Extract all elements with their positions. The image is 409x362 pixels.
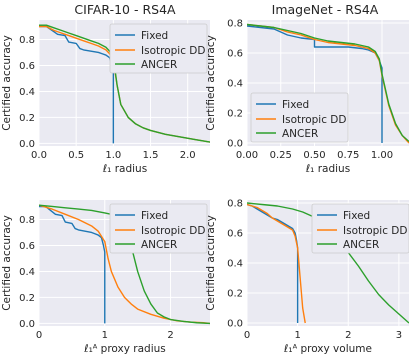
y-tick-label: 0.2 — [19, 293, 35, 304]
panel-imagenet-proxy-volume: 0 1 2 3 0.0 0.2 0.4 0.6 0.8 ℓ₁ᴬ proxy volume Cer… — [205, 199, 409, 355]
panel-cifar10-radius-legend-label-isotropic-dd: Isotropic DD — [141, 45, 205, 57]
x-tick-label: 0.50 — [303, 150, 325, 161]
panel-cifar10-radius-legend: Fixed Isotropic DD ANCER — [109, 23, 208, 74]
panel-imagenet-radius-x-label: ℓ₁ radius — [305, 163, 350, 175]
x-tick-label: 1 — [102, 330, 108, 341]
panel-imagenet-proxy-volume-y-label: Certified accuracy — [205, 215, 217, 311]
panel-cifar10-radius-ticks: 0.0 0.5 1.0 1.5 2.0 0.0 0.2 0.4 0.6 0.8 — [19, 35, 196, 161]
panel-imagenet-radius-legend-label-ancer: ANCER — [282, 128, 318, 140]
panel-cifar10-radius-legend-label-ancer: ANCER — [141, 59, 177, 71]
panel-imagenet-proxy-volume-legend-label-isotropic-dd: Isotropic DD — [343, 225, 407, 237]
x-tick-label: 0 — [244, 330, 250, 341]
panel-cifar10-proxy-radius-ticks: 0 1 2 0.0 0.2 0.4 0.6 0.8 — [19, 215, 174, 341]
y-tick-label: 0.4 — [227, 79, 243, 90]
y-tick-label: 0.4 — [19, 87, 35, 98]
panel-imagenet-proxy-volume-x-label: ℓ₁ᴬ proxy volume — [283, 343, 372, 355]
panel-imagenet-proxy-volume-legend-label-ancer: ANCER — [343, 239, 379, 251]
x-tick-label: 1.00 — [371, 150, 393, 161]
x-tick-label: 1.5 — [143, 150, 159, 161]
x-tick-label: 0.5 — [68, 150, 84, 161]
panel-imagenet-proxy-volume-legend: Fixed Isotropic DD ANCER — [311, 203, 409, 254]
panel-imagenet-radius-title: ImageNet - RS4A — [272, 2, 379, 17]
x-tick-label: 0.25 — [270, 150, 292, 161]
y-tick-label: 0.8 — [19, 215, 35, 226]
panel-imagenet-radius-marks — [247, 23, 409, 144]
y-tick-label: 0.0 — [19, 139, 35, 150]
y-tick-label: 0.0 — [19, 319, 35, 330]
panel-cifar10-radius-legend-label-fixed: Fixed — [141, 30, 168, 42]
panel-imagenet-radius-ticks: 0.00 0.25 0.50 0.75 1.00 0.0 0.2 0.4 0.6 0.8 — [227, 19, 393, 162]
y-tick-label: 0.0 — [227, 139, 243, 150]
y-tick-label: 0.2 — [227, 289, 243, 300]
y-tick-label: 0.2 — [19, 113, 35, 124]
y-tick-label: 0.2 — [227, 109, 243, 120]
y-tick-label: 0.8 — [19, 35, 35, 46]
panel-cifar10-proxy-radius-y-label: Certified accuracy — [1, 215, 13, 311]
panel-cifar10-proxy-radius-x-label: ℓ₁ᴬ proxy radius — [83, 343, 165, 355]
y-tick-label: 0.0 — [227, 319, 243, 330]
x-tick-label: 2 — [167, 330, 173, 341]
y-tick-label: 0.8 — [227, 19, 243, 30]
series-line-isotropic-dd — [247, 203, 306, 324]
panel-imagenet-proxy-volume-legend-box — [311, 203, 409, 254]
x-tick-label: 1 — [294, 330, 300, 341]
x-tick-label: 0 — [36, 330, 42, 341]
panel-cifar10-proxy-radius-legend-box — [109, 203, 208, 254]
panel-imagenet-radius-legend: Fixed Isotropic DD ANCER — [250, 92, 349, 143]
panel-cifar10-proxy-radius-legend-label-ancer: ANCER — [141, 239, 177, 251]
y-tick-label: 0.4 — [227, 259, 243, 270]
panel-cifar10-proxy-radius-legend-label-isotropic-dd: Isotropic DD — [141, 225, 205, 237]
x-tick-label: 0.00 — [236, 150, 258, 161]
panel-cifar10-proxy-radius-legend-label-fixed: Fixed — [141, 210, 168, 222]
panel-cifar10-proxy-radius: 0 1 2 0.0 0.2 0.4 0.6 0.8 ℓ₁ᴬ proxy radius Cert… — [1, 200, 210, 355]
panel-imagenet-proxy-volume-ticks: 0 1 2 3 0.0 0.2 0.4 0.6 0.8 — [227, 199, 402, 342]
y-tick-label: 0.6 — [227, 229, 243, 240]
y-tick-label: 0.8 — [227, 199, 243, 210]
y-tick-label: 0.6 — [227, 49, 243, 60]
panel-cifar10-proxy-radius-legend: Fixed Isotropic DD ANCER — [109, 203, 208, 254]
y-tick-label: 0.6 — [19, 241, 35, 252]
x-tick-label: 0.0 — [31, 150, 47, 161]
panel-imagenet-radius-legend-box — [250, 92, 349, 143]
x-tick-label: 2 — [345, 330, 351, 341]
x-tick-label: 2.0 — [180, 150, 196, 161]
panel-cifar10-radius-title: CIFAR-10 - RS4A — [74, 2, 176, 17]
x-tick-label: 1.0 — [105, 150, 121, 161]
panel-imagenet-radius: ImageNet - RS4A 0.00 0.25 0.50 0.75 1.000.00… — [205, 2, 409, 175]
panel-cifar10-radius: CIFAR-10 - RS4A 0.0 0.5 1.0 1.5 2.0 0.0 0.2 0.4… — [1, 2, 210, 175]
panel-imagenet-radius-legend-label-isotropic-dd: Isotropic DD — [282, 114, 346, 126]
series-line-fixed — [39, 205, 106, 324]
panel-cifar10-radius-legend-box — [109, 23, 208, 74]
panel-cifar10-radius-y-label: Certified accuracy — [1, 35, 13, 131]
series-line-ancer — [247, 23, 409, 143]
panel-imagenet-proxy-volume-legend-label-fixed: Fixed — [343, 210, 370, 222]
panel-cifar10-radius-x-label: ℓ₁ radius — [102, 163, 147, 175]
y-tick-label: 0.6 — [19, 61, 35, 72]
y-tick-label: 0.4 — [19, 267, 35, 278]
panel-imagenet-radius-y-label: Certified accuracy — [205, 35, 217, 131]
x-tick-label: 3 — [396, 330, 402, 341]
x-tick-label: 0.75 — [337, 150, 359, 161]
panel-imagenet-radius-legend-label-fixed: Fixed — [282, 99, 309, 111]
